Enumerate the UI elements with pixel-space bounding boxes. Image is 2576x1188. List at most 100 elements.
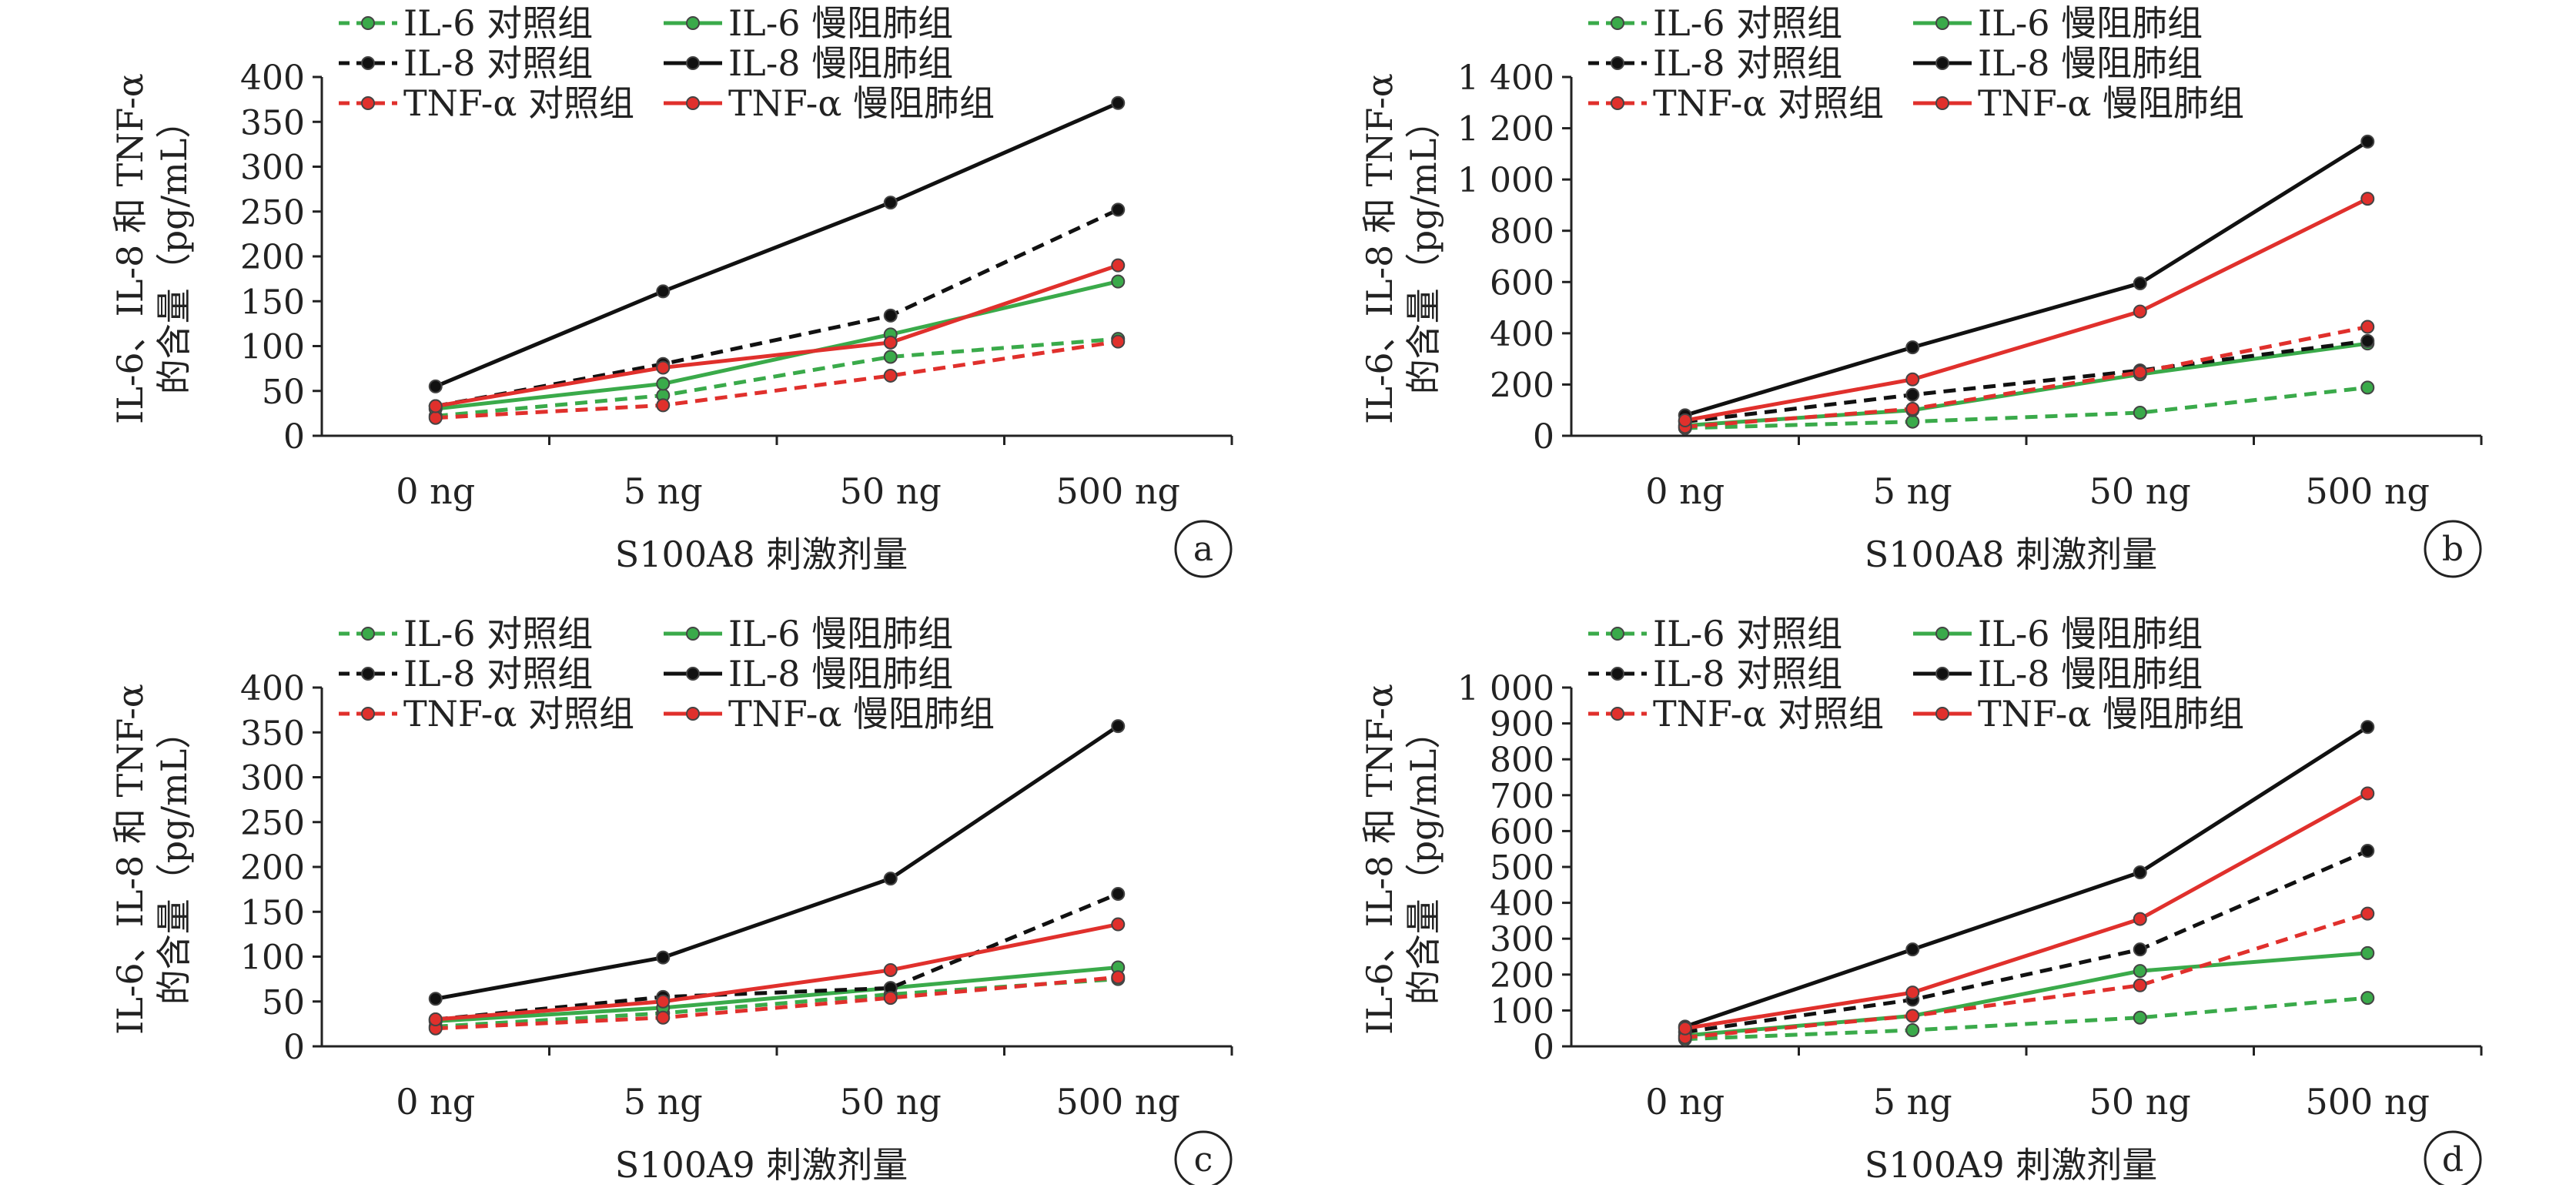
x-tick-label: 500 ng — [2306, 470, 2430, 512]
y-tick-label: 600 — [1490, 263, 1554, 303]
series-line — [1684, 196, 2369, 423]
series-line — [435, 725, 1119, 1001]
legend-swatch-marker — [1935, 627, 1949, 641]
y-tick-label: 300 — [1490, 920, 1554, 959]
legend-swatch-marker — [361, 16, 375, 30]
data-point — [1111, 970, 1126, 985]
x-tick-label: 0 ng — [396, 1081, 475, 1123]
data-point — [1905, 387, 1920, 402]
legend-label: TNF-α 对照组 — [403, 82, 634, 124]
data-point — [1111, 917, 1126, 932]
data-point — [2360, 786, 2375, 801]
legend-swatch-marker — [1935, 96, 1949, 110]
data-point — [1905, 986, 1920, 1000]
data-point — [2360, 844, 2375, 858]
y-tick-label: 900 — [1490, 705, 1554, 745]
legend-label: IL-6 慢阻肺组 — [728, 613, 953, 654]
data-point — [2360, 991, 2375, 1006]
series-line — [1684, 791, 2369, 1031]
y-tick-label: 200 — [1490, 366, 1554, 405]
data-point — [2133, 912, 2147, 926]
legend-swatch-marker — [686, 56, 700, 70]
legend-label: TNF-α 慢阻肺组 — [1978, 82, 2244, 124]
x-tick-label: 5 ng — [624, 470, 703, 512]
series-line — [435, 922, 1119, 1022]
chart-panel-a: 0 50 100 150 200 250 300 350 400 0 ng 5 ng 50 ng 500… — [109, 2, 1233, 578]
legend-label: TNF-α 慢阻肺组 — [1978, 693, 2244, 735]
series-line — [435, 263, 1119, 409]
data-point — [1111, 258, 1126, 273]
data-point — [883, 350, 898, 364]
data-point — [1111, 334, 1126, 349]
x-axis-label: S100A8 刺激剂量 — [615, 534, 908, 575]
legend-swatch-marker — [686, 707, 700, 721]
panel-letter: b — [2442, 530, 2464, 569]
legend-swatch-marker — [1611, 56, 1624, 70]
legend-swatch-marker — [1611, 627, 1624, 641]
y-tick-label: 50 — [262, 373, 305, 412]
data-point — [1678, 413, 1692, 428]
data-point — [656, 398, 671, 413]
data-point — [1111, 719, 1126, 734]
x-axis-label: S100A8 刺激剂量 — [1865, 534, 2157, 575]
x-tick-label: 5 ng — [1873, 470, 1952, 512]
legend-label: TNF-α 对照组 — [1653, 82, 1884, 124]
series-line — [435, 340, 1119, 420]
series-line — [1684, 996, 2368, 1042]
legend-label: IL-8 对照组 — [403, 42, 593, 84]
y-axis-label-line1: IL-6、IL-8 和 TNF-α — [1359, 73, 1400, 424]
data-point — [883, 991, 898, 1006]
data-point — [2360, 320, 2375, 334]
data-point — [428, 399, 443, 413]
y-tick-label: 200 — [240, 848, 305, 888]
y-tick-label: 200 — [1490, 956, 1554, 996]
legend-swatch-marker — [1611, 16, 1624, 30]
data-point — [2360, 192, 2375, 206]
data-point — [883, 962, 898, 977]
data-point — [883, 196, 898, 210]
data-point — [2133, 365, 2147, 380]
data-point — [656, 994, 671, 1009]
legend-swatch-marker — [686, 627, 700, 641]
data-point — [656, 950, 671, 965]
data-point — [2133, 406, 2147, 420]
legend-label: TNF-α 慢阻肺组 — [728, 82, 995, 124]
data-point — [883, 308, 898, 323]
chart-panel-c: 0 50 100 150 200 250 300 350 400 0 ng 5 ng 50 ng 500… — [109, 613, 1233, 1188]
y-tick-label: 1 000 — [1457, 161, 1554, 200]
data-point — [2360, 333, 2375, 348]
legend-swatch-marker — [686, 96, 700, 110]
data-point — [428, 1012, 443, 1027]
panel-letter: c — [1194, 1140, 1213, 1180]
legend-swatch-marker — [686, 667, 700, 681]
data-point — [656, 376, 671, 391]
x-tick-label: 500 ng — [1056, 470, 1181, 512]
data-point — [656, 360, 671, 375]
y-tick-label: 300 — [240, 149, 305, 188]
series-line — [1684, 139, 2369, 417]
legend-label: TNF-α 慢阻肺组 — [728, 693, 995, 735]
legend-label: IL-8 对照组 — [1653, 653, 1842, 694]
data-point — [2133, 978, 2147, 992]
series-line — [435, 279, 1119, 411]
data-point — [883, 368, 898, 383]
series-line — [1684, 848, 2369, 1034]
legend-swatch-marker — [361, 96, 375, 110]
chart-panel-b: 0 200 400 600 800 1 000 1 200 1 400 0 ng 5 ng 50 n… — [1359, 2, 2483, 578]
series-line — [435, 336, 1119, 418]
data-point — [883, 335, 898, 350]
legend-label: IL-8 慢阻肺组 — [728, 653, 953, 694]
series-line — [1684, 325, 2368, 429]
legend-swatch-marker — [361, 56, 375, 70]
y-tick-label: 50 — [262, 983, 305, 1022]
y-tick-label: 400 — [240, 59, 305, 98]
data-point — [2133, 276, 2147, 290]
y-tick-label: 700 — [1490, 777, 1554, 816]
data-point — [428, 410, 443, 425]
legend-label: TNF-α 对照组 — [1653, 693, 1884, 735]
y-tick-label: 250 — [240, 193, 305, 233]
data-point — [656, 1010, 671, 1025]
legend-swatch-marker — [1935, 56, 1949, 70]
